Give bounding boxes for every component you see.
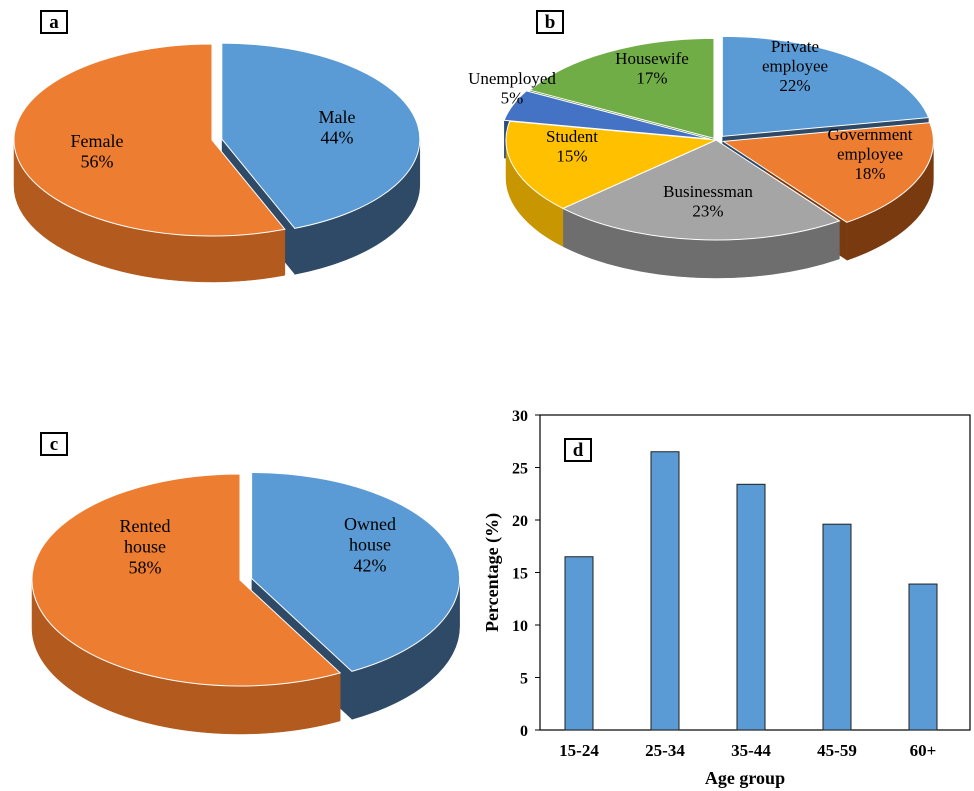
- bar-15-24: [564, 556, 594, 731]
- y-tick-label: 25: [512, 461, 528, 478]
- bar-35-44: [736, 483, 766, 731]
- panel-b: Private employee 22% Government employee 18% B…: [440, 0, 974, 300]
- pie-chart-occupation: Private employee 22%Government employee 18% B…: [468, 35, 934, 279]
- pie-label-unemployed: Unemployed 5%: [468, 69, 556, 108]
- x-tick-label: 15-24: [559, 741, 599, 760]
- pie-slice-owned-house: [251, 471, 461, 672]
- bar-25-34: [650, 451, 680, 731]
- pie-slice-rented-house: [31, 473, 342, 687]
- pie-label-private-employee: Private employee 22%: [762, 37, 828, 95]
- y-tick-label: 20: [512, 513, 528, 530]
- panel-label-a: a: [40, 10, 68, 34]
- pie-slice-housewife: [528, 37, 715, 140]
- x-tick-label: 45-59: [817, 741, 857, 760]
- pie-label-businessman: Businessman 23%: [663, 182, 753, 221]
- pie-slice-female: [13, 43, 286, 237]
- bar-chart-age-group: 0 5 10 15 20 25 30 15-24 25-34 35-44 45-59 60+ Age g…: [482, 408, 971, 788]
- panel-a: Male 44% Female 56% a: [0, 0, 440, 300]
- pie-slice-student: [505, 120, 718, 210]
- pie-slice-government-employee: [721, 122, 934, 223]
- panel-label-c: c: [40, 432, 68, 456]
- y-tick-label: 15: [512, 566, 528, 583]
- x-tick-label: 60+: [910, 741, 937, 760]
- x-axis-title: Age group: [705, 768, 785, 788]
- bar-45-59: [822, 523, 852, 731]
- y-tick-label: 30: [512, 408, 528, 425]
- pie-slice-private-employee: [721, 35, 930, 137]
- pie-chart-housing: Owned house 42% Rented house 58%: [31, 471, 461, 735]
- y-axis-title: Percentage (%): [482, 513, 503, 632]
- pie-slice-unemployed: [503, 90, 711, 140]
- pie-slice-male: [221, 42, 421, 229]
- panel-label-b: b: [536, 10, 564, 34]
- pie-label-student: Student 15%: [546, 127, 598, 166]
- pie-label-female: Female 56%: [71, 131, 124, 172]
- x-tick-label: 35-44: [731, 741, 771, 760]
- panel-c: Owned house 42% Rented house 58% c: [0, 410, 490, 735]
- y-tick-label: 0: [520, 723, 528, 740]
- pie-label-rented-house: Rented house 58%: [120, 516, 171, 577]
- x-tick-label: 25-34: [645, 741, 685, 760]
- pie-label-owned-house: Owned house 42%: [344, 514, 396, 575]
- y-tick-label: 10: [512, 618, 528, 635]
- pie-label-housewife: Housewife 17%: [615, 49, 689, 88]
- pie-label-male: Male 44%: [319, 107, 356, 148]
- y-tick-label: 5: [520, 671, 528, 688]
- panel-label-d: d: [564, 438, 592, 462]
- pie-slice-businessman: [561, 139, 841, 241]
- pie-label-government-employee: Government employee 18%: [828, 125, 913, 183]
- pie-chart-gender: Male 44% Female 56%: [13, 42, 421, 283]
- bar-60: [908, 583, 938, 731]
- panel-d: 0 5 10 15 20 25 30 15-24 25-34 35-44 45-59 60+ Age g…: [470, 400, 974, 791]
